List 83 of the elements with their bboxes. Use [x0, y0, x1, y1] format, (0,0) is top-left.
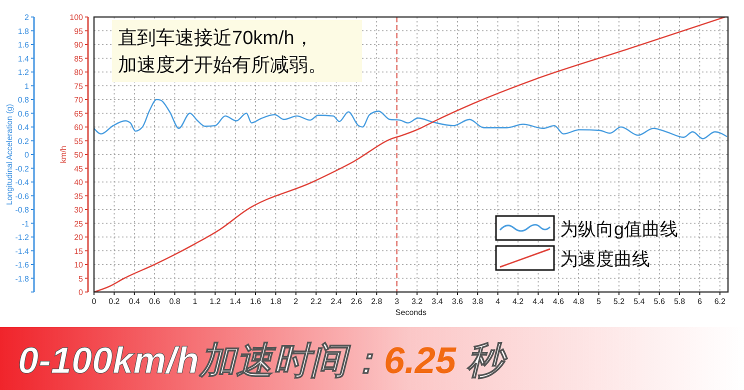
y2-tick-label: 0.8	[18, 96, 30, 104]
x-tick-label: 0.2	[108, 297, 120, 306]
x-tick-label: 5.4	[634, 297, 646, 306]
y2-tick-label: 0.2	[18, 136, 30, 146]
y-tick-label: 25	[74, 219, 84, 228]
y-tick-label: 0	[78, 288, 84, 297]
y-tick-label: 55	[74, 136, 84, 146]
x-tick-label: 1.4	[230, 297, 242, 306]
y-tick-label: 100	[70, 13, 84, 22]
y2-tick-label: 1.2	[18, 68, 30, 77]
x-axis-title: Seconds	[395, 308, 427, 317]
y2-tick-label: -0.6	[15, 192, 30, 201]
y-tick-label: 75	[74, 82, 84, 91]
x-tick-label: 4.4	[532, 297, 544, 306]
y-tick-label: 85	[74, 54, 84, 64]
x-tick-label: 4	[496, 297, 501, 306]
y2-tick-label: -1.8	[15, 274, 30, 284]
x-tick-label: 3.4	[432, 297, 444, 306]
x-tick-label: 0.4	[128, 297, 140, 306]
legend-label: 为纵向g值曲线	[560, 219, 678, 239]
y2-tick-label: 1	[24, 82, 30, 91]
y2-tick-label: -1	[22, 219, 30, 228]
x-tick-label: 4.6	[552, 297, 565, 306]
x-tick-label: 1.2	[210, 297, 222, 306]
x-tick-label: 5.8	[674, 297, 686, 306]
line-series	[93, 98, 728, 140]
text: 0-100km/h加速时间：6.25 秒	[18, 340, 508, 381]
legend-label: 为速度曲线	[560, 249, 650, 269]
y-tick-label: 30	[74, 206, 84, 214]
x-tick-label: 3.8	[472, 297, 484, 306]
line-series	[93, 16, 726, 293]
y2-tick-label: 0.6	[18, 109, 30, 118]
annotation: 加速度才开始有所减弱。	[118, 54, 327, 76]
y2-tick-label: 0	[24, 150, 30, 160]
y2-tick-label: -0.4	[15, 178, 30, 187]
y2-tick-label: 0.4	[18, 123, 30, 132]
x-tick-label: 2.8	[371, 297, 383, 306]
y2-tick-label: -1.2	[15, 233, 30, 242]
x-tick-label: 1.8	[270, 297, 282, 306]
x-tick-label: 5	[596, 297, 602, 306]
y2-tick-label: -1.4	[15, 246, 30, 256]
y-tick-label: 70	[74, 96, 84, 104]
y-tick-label: 5	[78, 274, 84, 284]
y-tick-label: 20	[74, 233, 84, 242]
x-tick-label: 0.8	[169, 297, 181, 306]
y2-axis-title: Longitudinal Acceleration (g)	[5, 104, 14, 205]
y-tick-label: 95	[74, 26, 84, 36]
x-tick-label: 3.2	[411, 297, 424, 306]
x-tick-label: 3	[394, 297, 400, 306]
x-tick-label: 5.2	[613, 297, 626, 306]
y-tick-label: 15	[74, 246, 84, 256]
x-tick-label: 4.8	[573, 297, 585, 306]
y-tick-label: 45	[74, 164, 84, 174]
x-tick-label: 5.6	[654, 297, 666, 306]
x-tick-label: 2	[294, 297, 299, 306]
x-tick-label: 0	[92, 297, 97, 306]
x-tick-label: 2.2	[310, 297, 322, 306]
y-tick-label: 50	[74, 150, 84, 160]
x-tick-label: 3.6	[452, 297, 464, 306]
y-tick-label: 65	[74, 109, 84, 118]
y-tick-label: 90	[74, 40, 84, 50]
y-tick-label: 60	[74, 123, 84, 132]
x-tick-label: 1.6	[250, 297, 262, 306]
y2-tick-label: 2	[24, 13, 30, 22]
y2-tick-label: 1.6	[18, 40, 30, 50]
y2-tick-label: -1.6	[15, 260, 30, 270]
x-tick-label: 2.6	[350, 297, 363, 306]
x-tick-label: 0.6	[149, 297, 161, 306]
y-tick-label: 80	[74, 68, 84, 77]
x-tick-label: 2.4	[330, 297, 342, 306]
y-tick-label: 10	[74, 260, 84, 270]
annotation: 直到车速接近70km/h，	[118, 28, 314, 49]
y2-tick-label: -0.8	[15, 206, 30, 214]
y-axis-title: km/h	[59, 146, 68, 164]
x-tick-label: 1	[192, 297, 198, 306]
y-tick-label: 40	[74, 178, 84, 187]
x-tick-label: 6.2	[714, 297, 726, 306]
y-tick-label: 35	[74, 192, 84, 201]
x-tick-label: 4.2	[512, 297, 524, 306]
y2-tick-label: -0.2	[15, 164, 30, 174]
y2-tick-label: 1.8	[18, 26, 30, 36]
y2-tick-label: 1.4	[18, 54, 30, 64]
x-tick-label: 6	[698, 297, 703, 306]
